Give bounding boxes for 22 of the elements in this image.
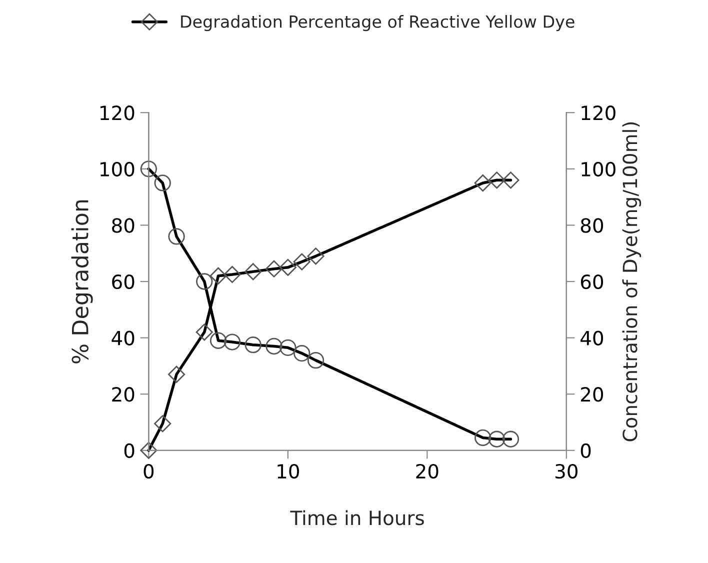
x-tick-label: 10	[278, 464, 299, 479]
x-axis-title: Time in Hours	[290, 510, 424, 526]
y-tick-label: 120	[100, 106, 134, 120]
y2-tick-label: 0	[580, 443, 591, 458]
y-tick-label: 0	[124, 443, 134, 458]
y2-axis-title: Concentration of Dye(mg/100ml)	[622, 122, 642, 442]
x-tick-label: 0	[144, 464, 154, 479]
legend-label: Degradation Percentage of Reactive Yellow Dye	[181, 15, 574, 32]
y2-tick-label: 40	[580, 330, 604, 346]
y-tick-label: 80	[112, 218, 134, 233]
y2-tick-label: 80	[580, 218, 604, 233]
x-tick-label: 30	[556, 464, 578, 479]
y-tick-label: 20	[112, 387, 134, 402]
y-tick-label: 100	[100, 162, 134, 177]
y-tick-label: 60	[112, 274, 134, 290]
y2-tick-label: 60	[580, 274, 604, 290]
y-axis-title: % Degradation	[71, 200, 93, 364]
y2-tick-label: 20	[581, 387, 604, 402]
y2-tick-label: 100	[582, 162, 616, 177]
y-tick-label: 40	[112, 330, 134, 346]
y2-tick-label: 120	[582, 106, 616, 120]
x-tick-label: 20	[416, 464, 438, 479]
